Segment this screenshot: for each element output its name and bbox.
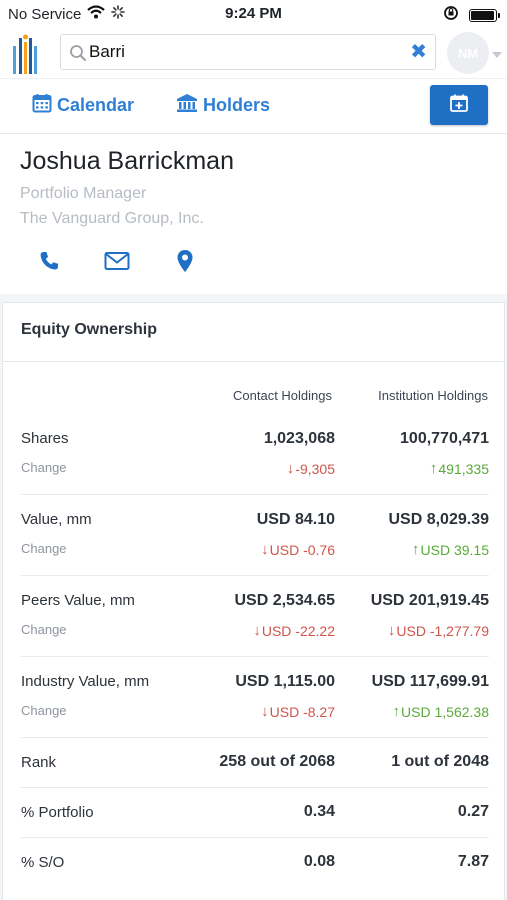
contact-value: 0.34 — [303, 803, 335, 820]
contact-change: ↓ USD -22.22 — [253, 622, 335, 639]
carrier-label: No Service — [8, 5, 82, 23]
table-row-so: % S/O 0.08 7.87 — [21, 838, 489, 888]
institution-value: USD 8,029.39 — [388, 511, 489, 528]
contact-value: USD 1,115.00 — [235, 673, 335, 690]
row-label: Shares — [21, 430, 69, 447]
top-bar: ✖ NM — [0, 30, 507, 78]
column-header-contact: Contact Holdings — [233, 388, 332, 403]
institution-change: ↑ USD 39.15 — [412, 541, 489, 558]
contact-change-value: USD -0.76 — [269, 541, 335, 558]
contact-profile: Joshua Barrickman Portfolio Manager The … — [0, 134, 507, 294]
tab-bar: Calendar Holders — [0, 78, 507, 134]
row-sublabel: Change — [21, 541, 67, 556]
institution-value: 1 out of 2048 — [391, 753, 489, 770]
row-label: % S/O — [21, 854, 65, 871]
row-label: % Portfolio — [21, 804, 94, 821]
institution-value: USD 201,919.45 — [370, 592, 489, 609]
mail-icon[interactable] — [104, 248, 130, 274]
clear-icon[interactable]: ✖ — [410, 41, 427, 63]
contact-value: USD 84.10 — [256, 511, 335, 528]
institution-change-value: USD -1,277.79 — [396, 622, 489, 639]
calendar-add-icon — [449, 93, 469, 118]
row-label: Industry Value, mm — [21, 673, 150, 690]
bank-icon — [176, 93, 198, 118]
institution-value: 100,770,471 — [400, 430, 489, 447]
status-left: No Service — [8, 5, 126, 23]
contact-value: 0.08 — [303, 853, 335, 870]
tab-calendar-label: Calendar — [57, 95, 135, 115]
institution-change: ↓ USD -1,277.79 — [388, 622, 489, 639]
phone-icon[interactable] — [36, 248, 62, 274]
institution-value: 0.27 — [457, 803, 489, 820]
calendar-icon — [32, 93, 52, 118]
arrow-down-icon: ↓ — [261, 703, 269, 720]
table-row-rank: Rank 258 out of 2068 1 out of 2048 — [21, 738, 489, 788]
table-row-industry-value: Industry Value, mm Change USD 1,115.00 U… — [21, 657, 489, 738]
wifi-icon — [87, 5, 106, 23]
table-row-portfolio: % Portfolio 0.34 0.27 — [21, 788, 489, 838]
institution-change-value: USD 39.15 — [420, 541, 489, 558]
table-row-value: Value, mm Change USD 84.10 USD 8,029.39 … — [21, 495, 489, 576]
search-box[interactable]: ✖ — [60, 34, 436, 70]
row-sublabel: Change — [21, 622, 67, 637]
contact-value: 1,023,068 — [263, 430, 335, 447]
institution-value: 7.87 — [457, 853, 489, 870]
institution-change-value: USD 1,562.38 — [401, 703, 489, 720]
rotation-lock-icon — [443, 5, 459, 25]
row-label: Rank — [21, 754, 57, 771]
column-header-institution: Institution Holdings — [378, 388, 488, 403]
search-input[interactable] — [89, 39, 389, 65]
avatar[interactable]: NM — [447, 32, 489, 74]
contact-change: ↓ USD -8.27 — [261, 703, 335, 720]
institution-change: ↑ USD 1,562.38 — [393, 703, 489, 720]
arrow-up-icon: ↑ — [392, 703, 401, 720]
chevron-down-icon[interactable] — [492, 52, 502, 58]
contact-change: ↓ -9,305 — [287, 460, 335, 477]
add-event-button[interactable] — [430, 85, 488, 125]
table-row-shares: Shares Change 1,023,068 100,770,471 ↓ -9,… — [21, 415, 489, 495]
battery-icon — [469, 8, 500, 22]
institution-value: USD 117,699.91 — [371, 673, 489, 690]
arrow-down-icon: ↓ — [286, 460, 295, 477]
location-pin-icon[interactable] — [172, 248, 198, 274]
contact-change: ↓ USD -0.76 — [261, 541, 335, 558]
equity-ownership-card: Equity Ownership Contact Holdings Instit… — [2, 302, 505, 900]
tab-holders-label: Holders — [203, 95, 271, 115]
contact-value: 258 out of 2068 — [219, 753, 335, 770]
arrow-up-icon: ↑ — [412, 541, 420, 558]
search-icon — [69, 44, 87, 67]
loading-icon — [111, 5, 126, 23]
contact-change-value: USD -8.27 — [269, 703, 335, 720]
arrow-down-icon: ↓ — [253, 622, 261, 639]
tab-calendar[interactable]: Calendar — [32, 93, 134, 118]
row-label: Value, mm — [21, 511, 92, 528]
arrow-down-icon: ↓ — [261, 541, 269, 558]
arrow-down-icon: ↓ — [387, 622, 396, 639]
status-bar: No Service 9:24 PM — [0, 0, 507, 30]
arrow-up-icon: ↑ — [429, 460, 438, 477]
row-sublabel: Change — [21, 703, 67, 718]
status-time: 9:24 PM — [225, 5, 282, 22]
row-sublabel: Change — [21, 460, 67, 475]
tab-holders[interactable]: Holders — [176, 93, 270, 118]
contact-title: Portfolio Manager — [20, 185, 147, 202]
status-right — [443, 5, 500, 25]
contact-change-value: -9,305 — [295, 460, 335, 477]
equity-ownership-title: Equity Ownership — [3, 303, 504, 362]
app-logo[interactable] — [10, 32, 40, 76]
contact-name: Joshua Barrickman — [20, 147, 234, 175]
contact-change-value: USD -22.22 — [261, 622, 335, 639]
contact-company[interactable]: The Vanguard Group, Inc. — [20, 210, 204, 227]
contact-value: USD 2,534.65 — [234, 592, 335, 609]
institution-change-value: 491,335 — [438, 460, 489, 477]
row-label: Peers Value, mm — [21, 592, 135, 609]
table-row-peers-value: Peers Value, mm Change USD 2,534.65 USD … — [21, 576, 489, 657]
institution-change: ↑ 491,335 — [430, 460, 489, 477]
